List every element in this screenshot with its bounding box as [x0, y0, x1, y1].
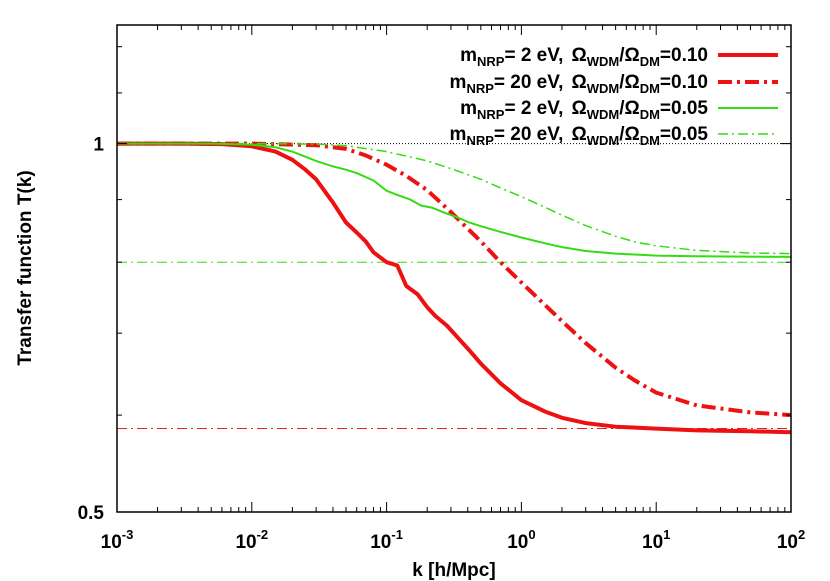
- x-tick-label: 102: [777, 527, 805, 553]
- x-tick-label: 10-2: [235, 527, 268, 553]
- x-tick-label: 101: [642, 527, 670, 553]
- x-axis-label: k [h/Mpc]: [412, 560, 495, 581]
- x-tick-label: 10-3: [101, 527, 134, 553]
- plot-frame: [116, 24, 792, 513]
- reference-lines: [117, 143, 791, 430]
- y-axis-label: Transfer function T(k): [15, 170, 36, 365]
- y-tick-labels: 10.5: [78, 135, 105, 524]
- series-line-0: [117, 141, 791, 435]
- axis-ticks: [116, 25, 792, 513]
- series-line-1: [117, 141, 791, 418]
- series-line-2: [117, 142, 791, 258]
- x-tick-labels: 10-3 10-2 10-1 100 101 102: [101, 527, 806, 553]
- legend-label-1: mNRP= 20 eV, ΩWDM/ΩDM=0.10: [450, 72, 708, 96]
- legend-label-2: mNRP= 2 eV, ΩWDM/ΩDM=0.05: [460, 98, 708, 122]
- legend-label-3: mNRP= 20 eV, ΩWDM/ΩDM=0.05: [450, 124, 709, 148]
- legend-label-0: mNRP= 2 eV, ΩWDM/ΩDM=0.10: [460, 45, 708, 69]
- x-tick-label: 10-1: [370, 527, 403, 553]
- series-line-3: [117, 142, 791, 255]
- y-tick-label: 0.5: [78, 503, 105, 524]
- legend: mNRP= 2 eV, ΩWDM/ΩDM=0.10 mNRP= 20 eV, ΩWDM…: [450, 45, 778, 148]
- x-tick-label: 100: [507, 527, 535, 553]
- y-tick-label: 1: [93, 135, 104, 156]
- series-lines: [117, 141, 791, 435]
